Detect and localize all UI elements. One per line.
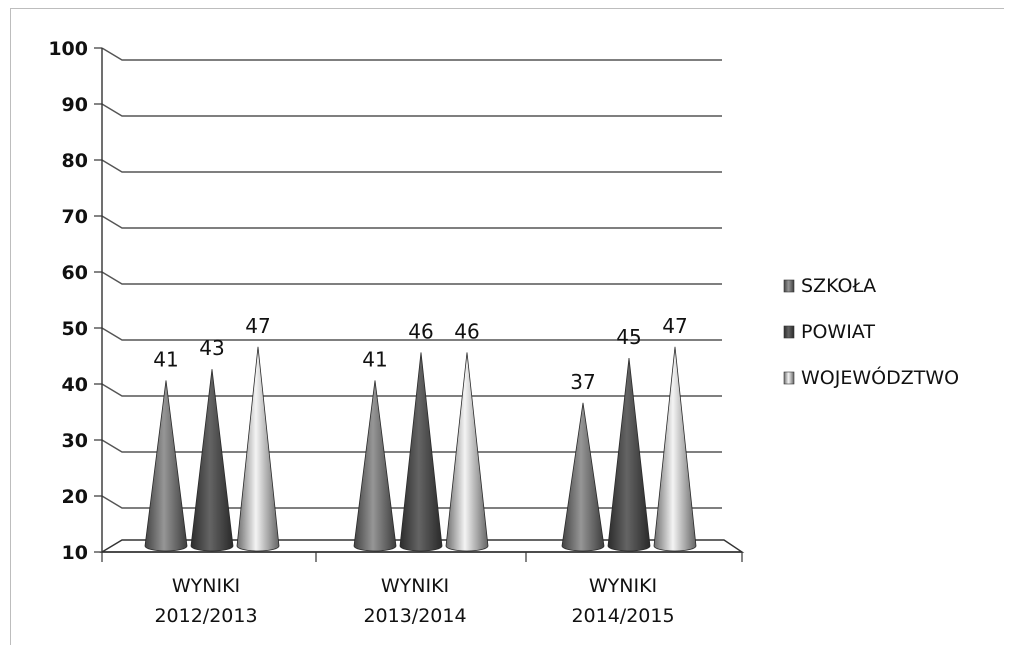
cone-szkola-1 xyxy=(144,380,188,552)
cone-powiat-2 xyxy=(399,352,443,552)
y-tick-label: 40 xyxy=(62,374,88,396)
y-tick-label: 80 xyxy=(62,150,88,172)
gridline-40 xyxy=(94,383,722,397)
y-tick-label: 30 xyxy=(62,430,88,452)
data-label-wojewodztwo-3: 47 xyxy=(662,314,687,338)
gridline-100 xyxy=(94,47,722,61)
data-label-powiat-3: 45 xyxy=(616,325,641,349)
legend-swatch xyxy=(783,325,795,339)
cone-powiat-3 xyxy=(607,357,651,552)
data-label-szkola-2: 41 xyxy=(362,347,387,371)
cone-szkola-2 xyxy=(353,380,397,552)
legend: SZKOŁA POWIAT WOJEWÓDZTWO xyxy=(783,275,959,389)
data-label-szkola-3: 37 xyxy=(570,370,595,394)
y-tick-label: 60 xyxy=(62,262,88,284)
y-tick-label: 10 xyxy=(62,542,88,564)
gridline-50 xyxy=(94,327,722,341)
data-label-powiat-2: 46 xyxy=(408,319,433,343)
category-label-3: WYNIKI 2014/2015 xyxy=(571,575,674,627)
category-label-1: WYNIKI 2012/2013 xyxy=(154,575,257,627)
legend-label: WOJEWÓDZTWO xyxy=(801,365,959,389)
gridlines xyxy=(94,47,722,553)
legend-item-powiat: POWIAT xyxy=(783,321,875,343)
gridline-20 xyxy=(94,495,722,509)
cone-wojewodztwo-2 xyxy=(445,352,489,552)
category-label-2: WYNIKI 2013/2014 xyxy=(363,575,466,627)
chart-frame xyxy=(10,8,1004,645)
data-label-wojewodztwo-1: 47 xyxy=(245,314,270,338)
y-tick-label: 90 xyxy=(62,94,88,116)
legend-item-wojewodztwo: WOJEWÓDZTWO xyxy=(783,365,959,389)
cones xyxy=(144,346,697,552)
data-label-powiat-1: 43 xyxy=(199,336,224,360)
gridline-80 xyxy=(94,159,722,173)
legend-swatch xyxy=(783,279,795,293)
cone-powiat-1 xyxy=(190,369,234,552)
legend-swatch xyxy=(783,371,795,385)
category-labels: WYNIKI 2012/2013 WYNIKI 2013/2014 WYNIKI 2014… xyxy=(154,575,674,627)
legend-label: POWIAT xyxy=(801,321,875,343)
y-tick-label: 20 xyxy=(62,486,88,508)
gridline-90 xyxy=(94,103,722,117)
gridline-70 xyxy=(94,215,722,229)
cone-wojewodztwo-3 xyxy=(653,346,697,552)
gridline-30 xyxy=(94,439,722,453)
data-label-wojewodztwo-2: 46 xyxy=(454,319,479,343)
y-tick-label: 100 xyxy=(48,38,88,60)
legend-item-szkola: SZKOŁA xyxy=(783,275,876,297)
gridline-60 xyxy=(94,271,722,285)
data-label-szkola-1: 41 xyxy=(153,347,178,371)
y-tick-label: 50 xyxy=(62,318,88,340)
data-labels: 41 43 47 41 46 46 37 45 47 xyxy=(153,314,687,394)
y-tick-label: 70 xyxy=(62,206,88,228)
legend-label: SZKOŁA xyxy=(801,275,876,297)
y-axis-ticks: 10 20 30 40 50 60 70 80 90 100 xyxy=(48,38,88,564)
cone-szkola-3 xyxy=(561,402,605,552)
cone-wojewodztwo-1 xyxy=(236,346,280,552)
